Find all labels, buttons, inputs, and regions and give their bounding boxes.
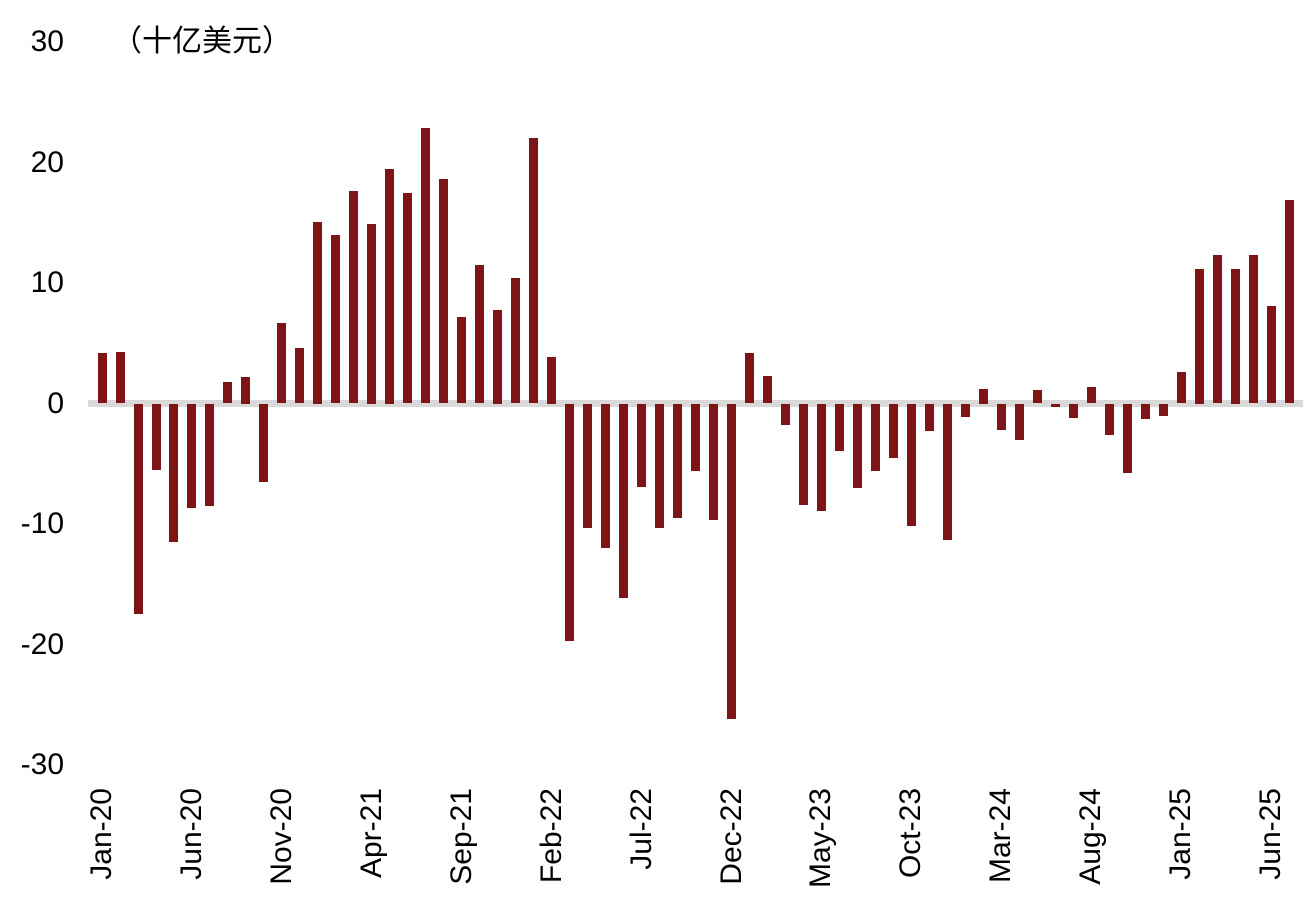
x-tick-label: Jul-22 [624,788,658,870]
bar-Mar-24 [996,403,1006,430]
bar-Dec-20 [295,348,305,404]
bar-Sep-23 [888,403,898,458]
bar-Mar-23 [780,403,790,426]
bar-Mar-25 [1212,255,1222,404]
bar-Aug-21 [439,179,449,404]
x-tick-label: Mar-24 [984,788,1018,884]
bar-Feb-24 [978,389,988,404]
bar-Apr-21 [367,224,377,404]
y-axis-labels: 30 20 10 0 -10 -20 -30 [0,0,64,918]
bar-Apr-24 [1014,403,1024,440]
bar-Oct-20 [259,403,269,482]
x-tick-label: May-23 [804,788,838,889]
bar-Nov-20 [277,322,287,404]
bar-Jul-20 [205,403,215,506]
bar-Sep-24 [1104,403,1114,435]
bar-Sep-20 [241,377,251,404]
bar-Nov-22 [709,403,718,521]
bar-Jul-23 [852,403,862,488]
x-tick-label: Oct-23 [894,788,928,879]
bar-Jan-21 [313,221,323,404]
bar-Nov-21 [493,309,503,404]
bar-Jun-22 [619,403,629,598]
x-tick-label: Feb-22 [534,788,568,884]
bar-Mar-20 [133,403,143,615]
x-tick-label: Dec-22 [714,788,748,885]
bar-Dec-24 [1158,403,1168,416]
bar-Dec-23 [942,403,952,540]
bar-Feb-23 [762,375,772,404]
bar-Jan-24 [960,403,970,417]
bar-Aug-23 [870,403,880,471]
bar-Dec-21 [511,278,521,404]
bar-Oct-24 [1122,403,1132,474]
bar-Sep-22 [673,403,682,518]
bar-Nov-24 [1140,403,1150,420]
bar-Oct-23 [906,403,916,527]
bar-Aug-24 [1086,386,1096,404]
bar-Aug-22 [655,403,664,528]
bar-Mar-22 [565,403,575,641]
bar-Jul-22 [637,403,646,487]
x-tick-label: Aug-24 [1074,788,1108,885]
bar-Feb-25 [1194,268,1204,404]
bar-May-21 [385,168,395,404]
bar-Jun-25 [1266,305,1276,404]
bar-Feb-21 [331,234,341,404]
bar-Oct-21 [475,264,485,404]
y-tick-label: 0 [47,386,64,420]
bar-Jan-20 [97,352,107,404]
bar-May-23 [816,403,826,511]
plot-area [88,42,1303,765]
bar-Dec-22 [727,403,736,720]
bar-Jun-21 [403,192,413,404]
bar-Nov-23 [924,403,934,432]
x-tick-label: Jan-20 [85,788,118,880]
unit-label: （十亿美元） [112,25,292,58]
bar-Apr-20 [151,403,161,470]
bar-Apr-25 [1230,268,1240,404]
bar-Aug-20 [223,381,233,404]
y-tick-label: 30 [30,25,64,58]
bar-Jun-23 [834,403,844,451]
bar-May-24 [1032,390,1042,404]
bar-Feb-20 [115,351,125,404]
x-tick-label: Apr-21 [354,788,388,879]
bar-Jul-21 [421,127,431,404]
y-tick-label: -10 [20,507,64,540]
bar-May-25 [1248,255,1258,404]
bar-Feb-22 [547,356,557,404]
bar-Jan-22 [529,138,539,404]
y-tick-label: -30 [20,748,64,781]
bar-Apr-23 [798,403,808,505]
bar-Jan-25 [1176,372,1186,404]
x-tick-label: Jun-25 [1254,788,1287,880]
x-tick-label: Jun-20 [174,788,208,880]
x-tick-label: Nov-20 [264,788,298,885]
bar-Jul-24 [1068,403,1078,418]
y-tick-label: 20 [30,145,64,179]
bar-Apr-22 [583,403,593,528]
bar-Mar-21 [349,191,359,404]
bar-Jun-24 [1050,403,1060,408]
x-tick-label: Jan-25 [1164,788,1198,880]
bar-May-22 [601,403,611,549]
bar-May-20 [169,403,179,543]
bar-Oct-22 [691,403,700,471]
y-tick-label: 10 [30,266,64,299]
y-tick-label: -20 [20,627,64,661]
bar-Jun-20 [187,403,197,509]
bar-Jan-23 [745,352,754,404]
x-tick-label: Sep-21 [444,788,478,885]
bar-Sep-21 [457,316,467,404]
bar-Jul-25 [1284,199,1294,404]
